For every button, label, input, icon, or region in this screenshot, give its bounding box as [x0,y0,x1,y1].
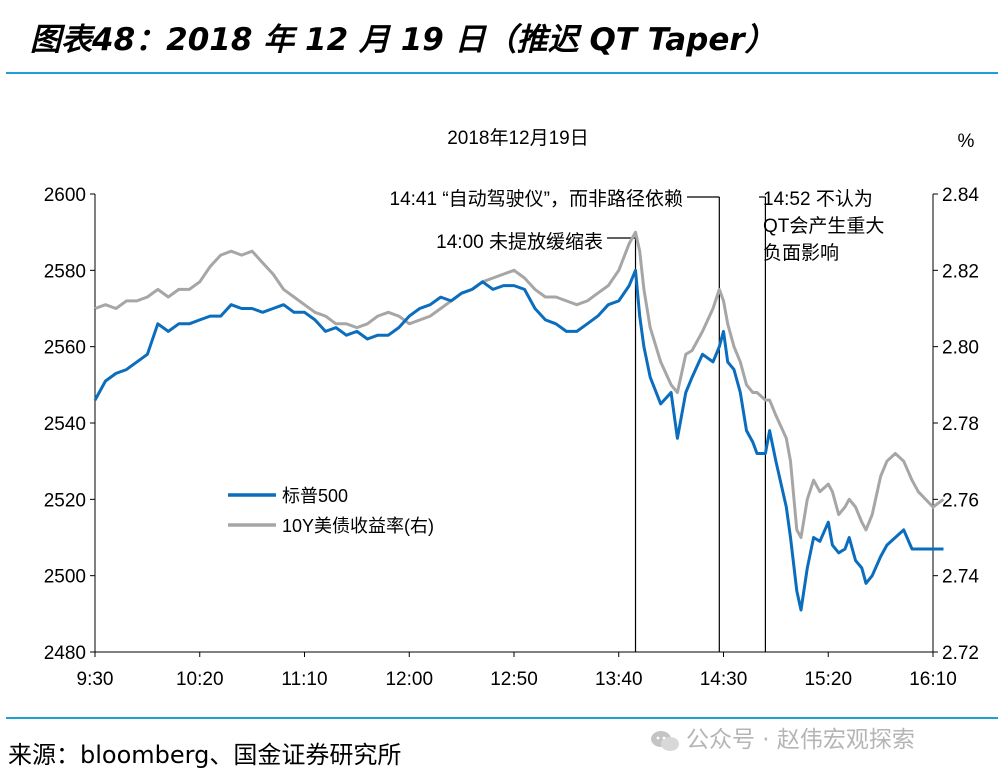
event-annotation-text: 14:00 未提放缓缩表 [436,231,603,253]
right-axis-unit: % [958,131,975,152]
event-annotation-text: 14:52 不认为 [763,188,873,210]
chart-annotations: 14:00 未提放缓缩表 14:41 “自动驾驶仪”，而非路径依赖 14:52 不认… [390,188,884,652]
right-tick-label: 2.78 [942,414,979,435]
x-tick-label: 11:10 [281,669,327,690]
x-tick-label: 9:30 [77,669,114,690]
chart-series [93,230,945,612]
right-tick-label: 2.82 [942,261,979,282]
left-tick-label: 2500 [44,567,86,588]
x-tick-label: 12:00 [385,669,433,690]
wechat-icon [651,730,679,751]
watermark-text: 公众号 · 赵伟宏观探索 [686,727,915,753]
event-annotation-text: 负面影响 [763,242,839,264]
event-annotation-text: 14:41 “自动驾驶仪”，而非路径依赖 [390,188,683,210]
treasury-yield-line [94,230,945,539]
figure-title: 图表48：2018 年 12 月 19 日（推迟 QT Taper） [30,22,776,58]
legend-label: 标普500 [282,486,348,506]
right-tick-label: 2.84 [942,185,979,206]
title-rule [6,72,998,74]
x-tick-label: 10:20 [176,669,224,690]
watermark: 公众号 · 赵伟宏观探索 [650,720,915,754]
x-tick-label: 12:50 [490,669,538,690]
right-tick-label: 2.76 [942,490,979,511]
x-tick-label: 16:10 [909,669,957,690]
left-tick-label: 2580 [44,261,86,282]
chart-title: 2018年12月19日 [447,127,589,149]
x-tick-label: 14:30 [700,669,748,690]
right-tick-label: 2.74 [942,567,979,588]
left-tick-label: 2540 [44,414,86,435]
right-tick-label: 2.80 [942,338,979,359]
chart-axes: 2480 2500 2520 2540 2560 2580 2600 2.72 2.74 2.76… [44,185,980,690]
sp500-line [93,268,944,612]
right-tick-label: 2.72 [942,643,979,664]
left-tick-label: 2600 [44,185,86,206]
x-tick-label: 13:40 [595,669,643,690]
event-annotation-text: QT会产生重大 [763,215,884,237]
x-tick-label: 15:20 [804,669,852,690]
left-tick-label: 2560 [44,338,86,359]
legend-label: 10Y美债收益率(右) [282,516,434,536]
left-tick-label: 2520 [44,490,86,511]
source-note: 来源：bloomberg、国金证券研究所 [8,741,402,769]
left-tick-label: 2480 [44,643,86,664]
chart-legend: 标普500 10Y美债收益率(右) [228,486,434,536]
source-rule [6,717,998,719]
